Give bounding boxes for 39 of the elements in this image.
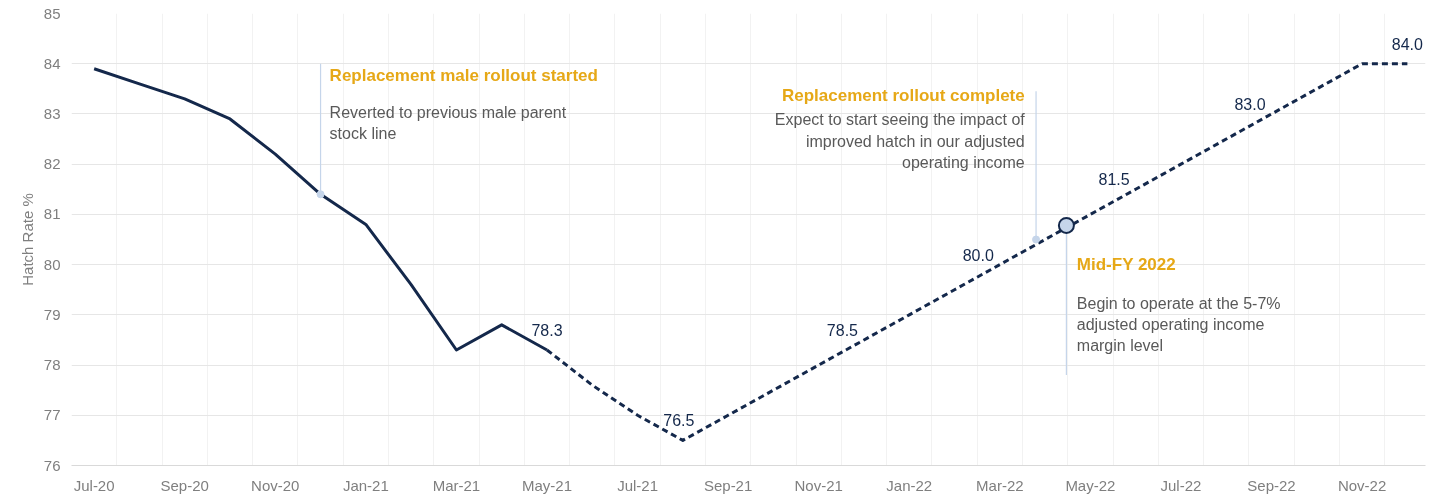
data-label: 78.3 xyxy=(531,321,563,339)
x-tick-label: Mar-21 xyxy=(432,476,481,494)
y-tick-label: 80 xyxy=(43,255,61,273)
annotation: Expect to start seeing the impact of improved hatch in our adjusted operating income xyxy=(774,111,1026,171)
data-label: 83.0 xyxy=(1234,95,1266,113)
y-tick-label: 82 xyxy=(43,155,61,173)
x-tick-label: Sep-21 xyxy=(703,476,753,494)
x-tick-label: Nov-21 xyxy=(794,476,843,494)
annotation: Begin to operate at the 5-7% adjusted operating income margin level xyxy=(1076,294,1281,355)
annotation: Mid-FY 2022 xyxy=(1076,254,1176,274)
annotation: Replacement male rollout started xyxy=(329,66,598,86)
y-tick-label: 77 xyxy=(43,406,61,424)
data-label: 84.0 xyxy=(1391,35,1424,53)
data-label: 81.5 xyxy=(1098,171,1130,189)
x-tick-label: Nov-22 xyxy=(1337,476,1387,494)
x-tick-label: Jan-21 xyxy=(342,476,389,494)
y-tick-label: 85 xyxy=(43,4,61,22)
x-tick-label: May-21 xyxy=(521,476,573,494)
y-tick-label: 81 xyxy=(43,205,61,223)
x-tick-label: Mar-22 xyxy=(976,476,1024,494)
x-tick-label: Sep-22 xyxy=(1247,476,1296,494)
x-tick-label: Nov-20 xyxy=(251,476,300,494)
annotation: Reverted to previous male parent stock line xyxy=(329,103,567,143)
data-label: 76.5 xyxy=(663,412,695,430)
x-tick-label: May-22 xyxy=(1065,476,1116,494)
x-tick-label: Jul-20 xyxy=(73,476,115,494)
y-tick-label: 76 xyxy=(43,456,61,474)
y-tick-label: 78 xyxy=(43,356,61,374)
y-tick-label: 84 xyxy=(43,54,61,72)
y-tick-label: 83 xyxy=(43,104,61,122)
x-tick-label: Jul-22 xyxy=(1160,476,1202,494)
x-tick-label: Jul-21 xyxy=(617,476,658,494)
x-tick-label: Sep-20 xyxy=(160,476,209,494)
y-axis-title: Hatch Rate % xyxy=(18,193,36,286)
x-tick-label: Jan-22 xyxy=(886,476,933,494)
y-tick-label: 79 xyxy=(43,305,61,323)
data-label: 80.0 xyxy=(962,246,994,264)
data-label: 78.5 xyxy=(826,321,859,339)
annotation: Replacement rollout complete xyxy=(781,86,1025,106)
